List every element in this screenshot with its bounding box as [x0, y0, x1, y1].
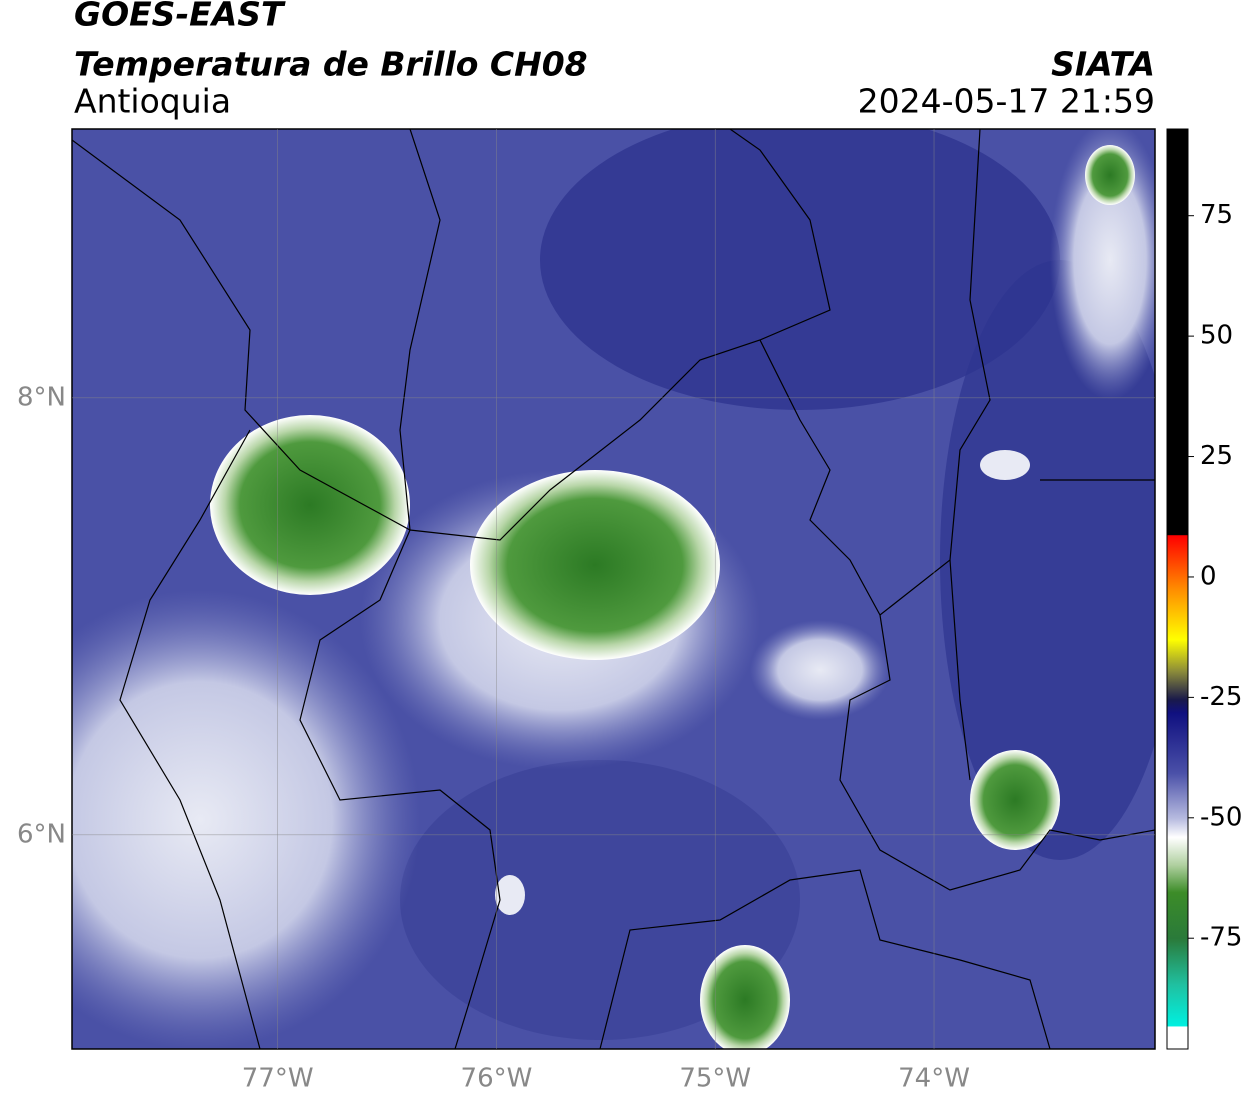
x-tick-label: 77°W [242, 1064, 314, 1094]
x-tick-label: 76°W [461, 1064, 533, 1094]
product: Temperatura de Brillo CH08 [74, 45, 588, 84]
colorbar-tick-label: -75 [1200, 923, 1242, 953]
x-tick-label: 75°W [679, 1064, 751, 1094]
colorbar-tick-label: 0 [1200, 561, 1217, 591]
source: SIATA [1051, 45, 1155, 84]
x-tick-label: 74°W [898, 1064, 970, 1094]
title: GOES-EAST [74, 0, 286, 34]
timestamp: 2024-05-17 21:59 [858, 82, 1155, 121]
y-tick-label: 6°N [17, 819, 66, 849]
colorbar [1166, 128, 1189, 1050]
map-imagery [72, 129, 1155, 1049]
y-tick-label: 8°N [17, 382, 66, 412]
borders [72, 129, 1155, 1049]
colorbar-tick-label: 75 [1200, 200, 1233, 230]
map-frame [71, 128, 1156, 1050]
colorbar-tick-label: -50 [1200, 802, 1242, 832]
region: Antioquia [74, 82, 231, 121]
colorbar-tick-label: 50 [1200, 321, 1233, 351]
colorbar-tick-label: -25 [1200, 682, 1242, 712]
colorbar-tick-label: 25 [1200, 441, 1233, 471]
